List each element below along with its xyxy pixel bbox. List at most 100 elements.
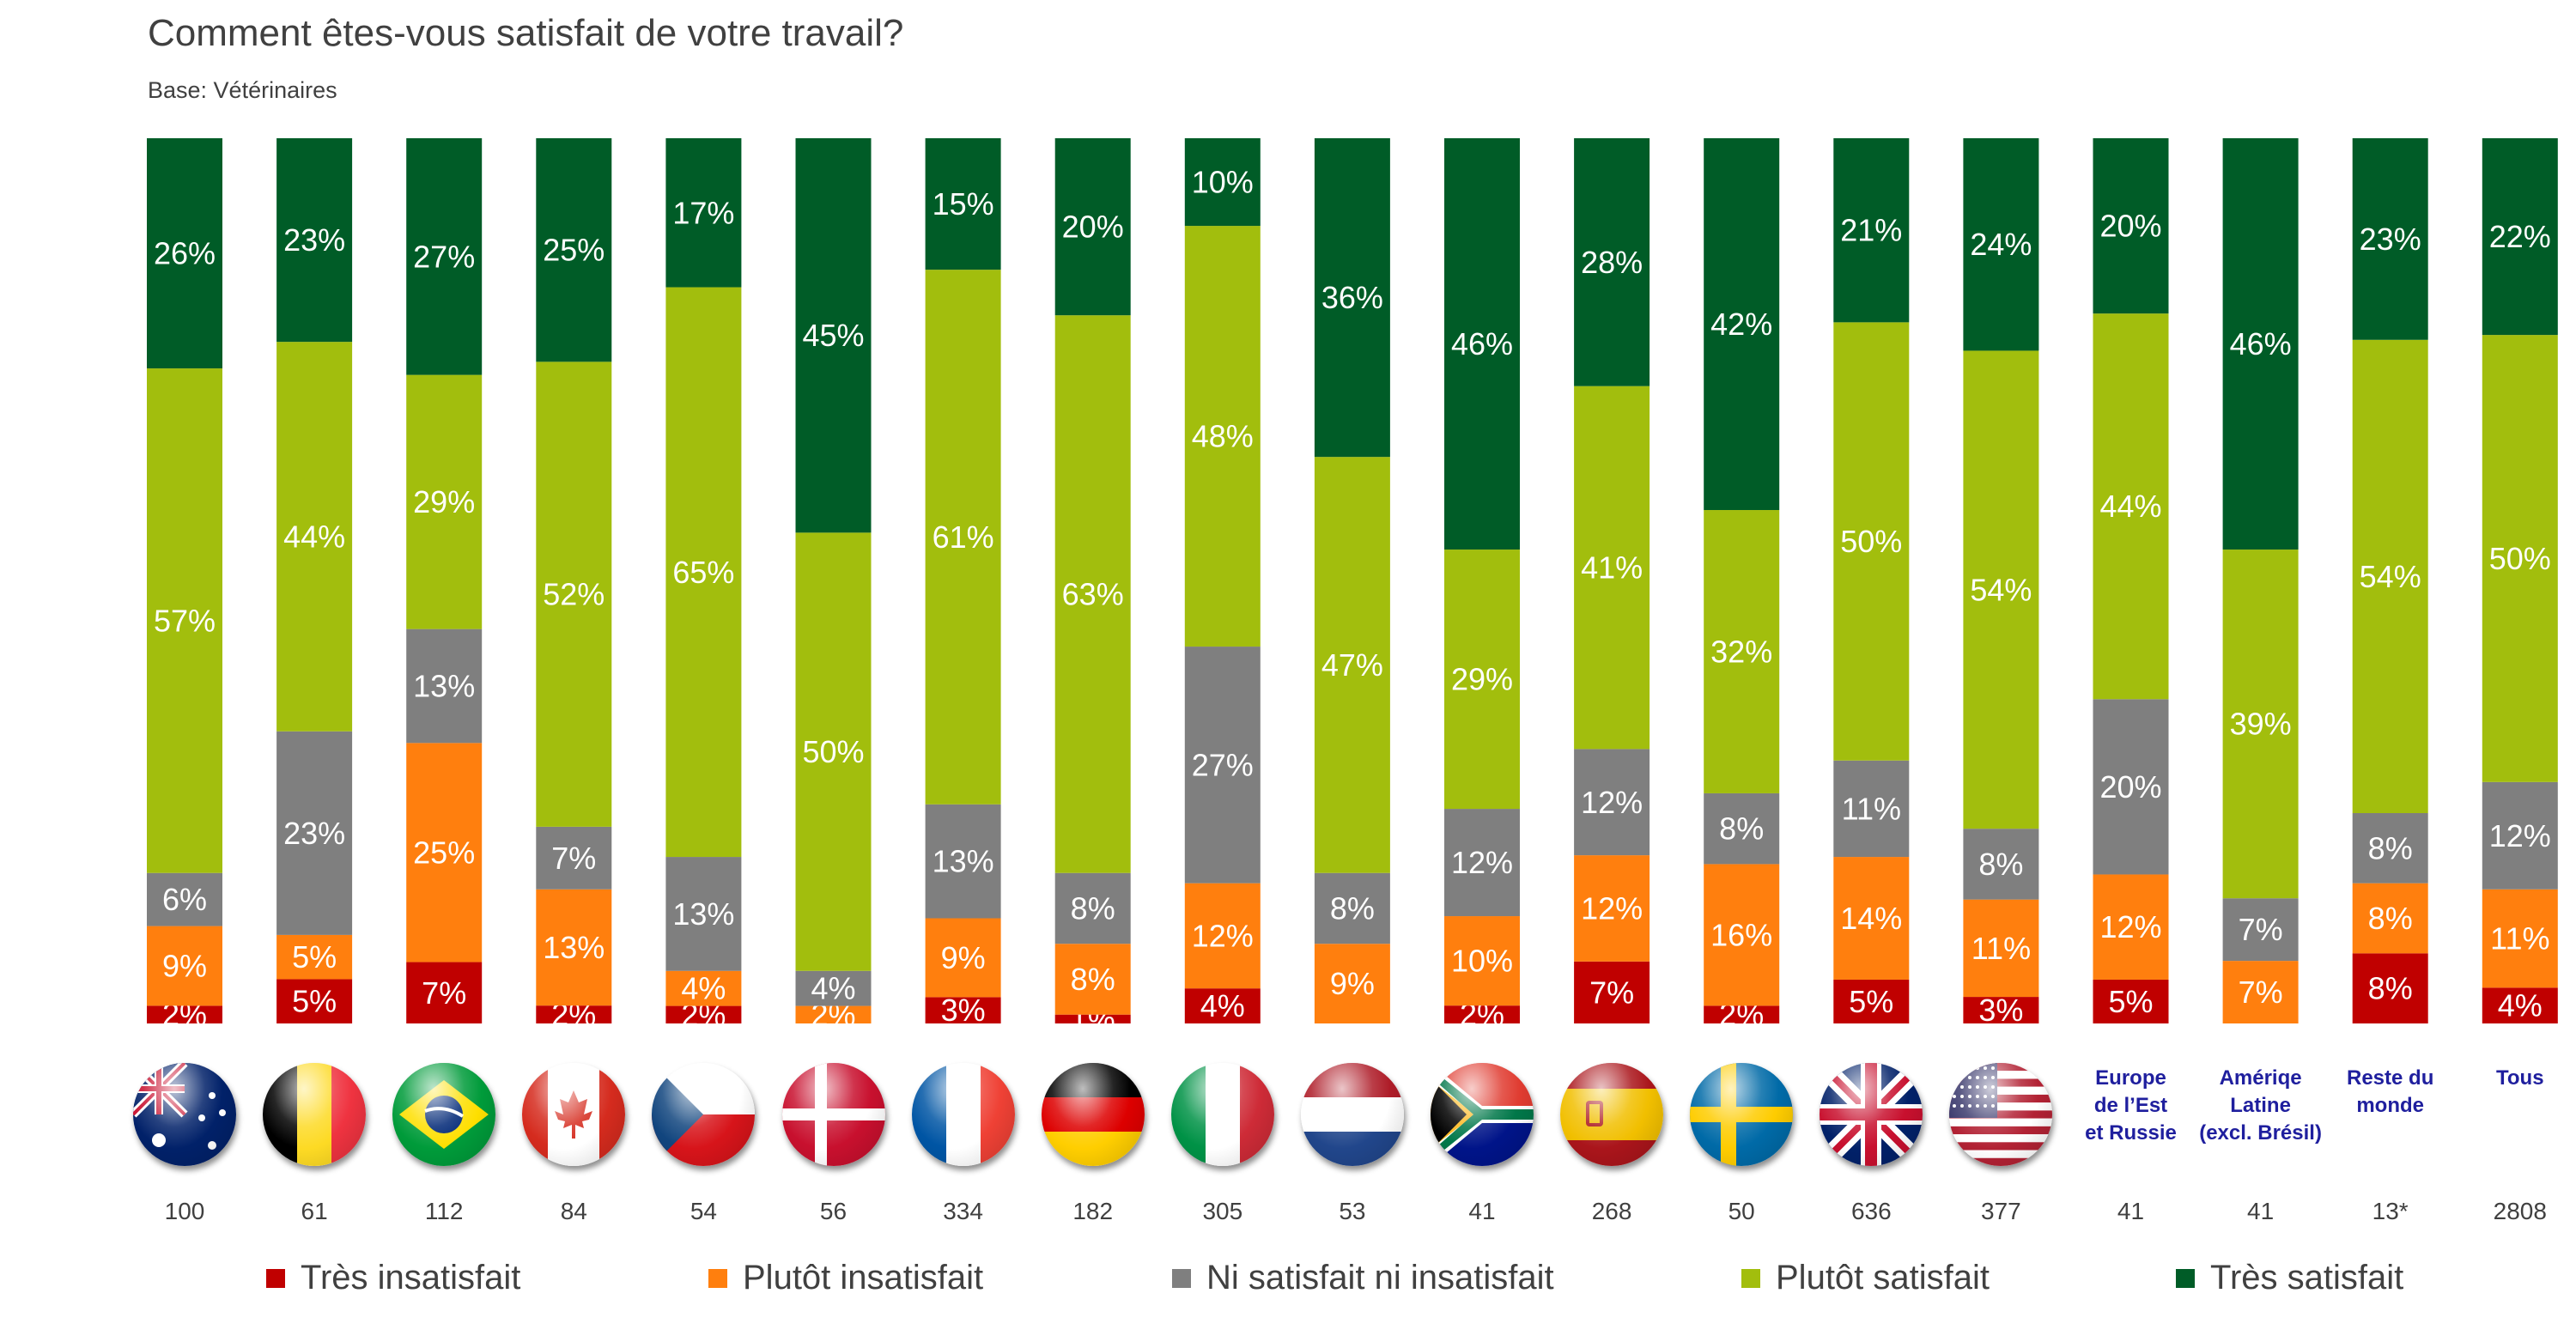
bar-data-label: 8% — [1330, 890, 1375, 926]
bar-segment — [1314, 457, 1390, 873]
bar-segment — [1314, 872, 1390, 944]
netherlands-flag-icon — [1300, 1063, 1413, 1175]
bar-data-label: 22% — [2489, 219, 2551, 254]
legend-item: Très satisfait — [2176, 1259, 2403, 1297]
bar-data-label: 4% — [811, 971, 855, 1006]
bar-segment — [665, 1005, 742, 1023]
bar-segment — [1574, 386, 1650, 750]
bar-segment — [2352, 883, 2428, 954]
bar-segment — [147, 926, 222, 1006]
france-flag-icon — [911, 1063, 1024, 1175]
bar-segment — [1314, 944, 1390, 1023]
bar-segment — [536, 1005, 612, 1023]
bar-segment — [1314, 138, 1390, 458]
bar-segment — [925, 918, 1001, 998]
bar-segment — [147, 138, 222, 369]
legend-item: Plutôt insatisfait — [708, 1259, 983, 1297]
germany-flag-icon — [1041, 1063, 1153, 1175]
bar-data-label: 36% — [1321, 280, 1383, 315]
bar-segment — [1704, 792, 1780, 865]
sample-size-label: 41 — [2247, 1198, 2275, 1224]
bar-data-label: 13% — [672, 896, 734, 932]
category-label: Amériqe Latine (excl. Brésil) — [2199, 1066, 2322, 1145]
bar-segment — [925, 270, 1001, 805]
bar-column: 2%13%7%52%25% — [536, 138, 612, 1032]
bar-segment — [2222, 550, 2299, 899]
category-label: Tous — [2496, 1066, 2544, 1090]
czech-flag-icon — [652, 1063, 763, 1175]
bar-data-label: 8% — [1978, 847, 2023, 882]
canada-flag-icon — [522, 1063, 634, 1175]
bar-data-label: 27% — [413, 239, 475, 274]
bar-segment — [1444, 1005, 1520, 1023]
bar-data-label: 61% — [933, 519, 994, 555]
bar-segment — [2222, 961, 2299, 1023]
bar-segment — [795, 532, 872, 971]
sample-size-label: 41 — [1468, 1198, 1496, 1224]
sample-size-label: 56 — [819, 1198, 848, 1224]
bar-data-label: 4% — [681, 971, 726, 1006]
sample-size-label: 112 — [424, 1198, 464, 1224]
bar-data-label: 5% — [292, 939, 337, 975]
bar-data-label: 65% — [672, 555, 734, 590]
bar-segment — [1833, 138, 1910, 323]
bar-data-label: 10% — [1451, 944, 1513, 979]
bar-segment — [406, 138, 483, 375]
legend-label: Plutôt insatisfait — [743, 1259, 984, 1296]
bar-segment — [1574, 961, 1650, 1023]
bar-data-label: 10% — [1192, 165, 1254, 200]
bar-segment — [1704, 1005, 1780, 1023]
category-label: Europe de l’Est et Russie — [2085, 1066, 2177, 1145]
legend-item: Plutôt satisfait — [1741, 1259, 1990, 1297]
legend-swatch — [266, 1268, 285, 1288]
sample-size-label: 54 — [690, 1198, 717, 1224]
bar-column: 7% 25% 13% 29% 27% — [406, 138, 483, 1023]
bar-segment — [536, 826, 612, 890]
bar-segment — [2352, 339, 2428, 814]
bar-data-label: 11% — [1971, 931, 2031, 966]
bar-data-label: 63% — [1062, 576, 1124, 611]
bar-column: 2%4%13%65%17% — [665, 138, 742, 1032]
bar-data-label: 25% — [543, 233, 605, 268]
bar-segment — [1444, 138, 1520, 550]
bar-segment — [1704, 510, 1780, 793]
bar-column: 2%4%50%45% — [795, 138, 872, 1032]
bar-segment — [2482, 987, 2558, 1023]
bar-data-label: 5% — [1849, 984, 1893, 1019]
bar-segment — [1574, 138, 1650, 386]
bar-data-label: 12% — [1581, 890, 1643, 926]
bar-segment — [2352, 813, 2428, 884]
bar-data-label: 12% — [1192, 918, 1254, 953]
bar-segment — [1963, 138, 2039, 351]
bar-column: 9% 8% 47% 36% — [1314, 138, 1390, 1023]
sample-size-label: 41 — [2117, 1198, 2145, 1224]
bar-segment — [1054, 138, 1131, 316]
bar-data-label: 46% — [2230, 326, 2292, 361]
usa-flag-icon — [1949, 1063, 2061, 1175]
bar-data-label: 7% — [422, 975, 466, 1011]
bar-column: 5% 12% 20% 44% 20% — [2093, 138, 2169, 1023]
bar-data-label: 11% — [1842, 791, 1901, 826]
bar-segment — [1833, 857, 1910, 980]
bar-segment — [536, 361, 612, 827]
legend-label: Ni satisfait ni insatisfait — [1206, 1259, 1554, 1296]
bar-segment — [795, 1005, 872, 1023]
bar-segment — [276, 934, 353, 980]
bar-data-label: 12% — [2099, 909, 2161, 944]
bar-segment — [2222, 898, 2299, 962]
bar-data-label: 47% — [1321, 647, 1383, 683]
chart-legend: Très insatisfait Plutôt insatisfait Ni sat… — [0, 1259, 2576, 1310]
sample-size-label: 84 — [560, 1198, 587, 1224]
legend-item: Très insatisfait — [266, 1259, 520, 1297]
bar-data-label: 27% — [1192, 747, 1254, 782]
bar-segment — [406, 374, 483, 629]
bar-segment — [1833, 322, 1910, 761]
bar-segment — [1054, 944, 1131, 1015]
sample-size-label: 61 — [301, 1198, 328, 1224]
legend-label: Plutôt satisfait — [1776, 1259, 1990, 1296]
bar-column: 3% 11% 8% 54% 24% — [1963, 138, 2039, 1028]
bar-segment — [2482, 335, 2558, 782]
bar-data-label: 7% — [1589, 975, 1634, 1010]
bar-data-label: 54% — [1970, 572, 2032, 607]
bar-column: 4% 11% 12% 50% 22% — [2482, 138, 2558, 1023]
